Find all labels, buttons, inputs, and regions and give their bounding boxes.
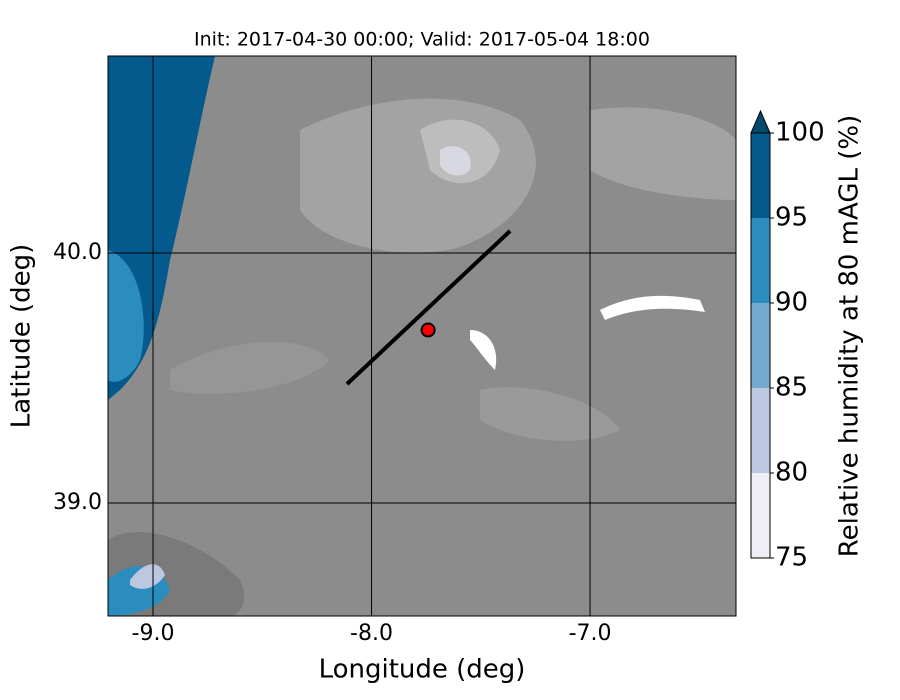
colorbar-tick-label: 75 [775, 543, 808, 573]
colorbar-tick-label: 95 [775, 203, 808, 233]
colorbar-segment [751, 473, 770, 558]
colorbar-segment [751, 303, 770, 388]
colorbar-tick-label: 90 [775, 288, 808, 318]
map-background [108, 56, 736, 616]
site-marker [420, 322, 436, 338]
colorbar-segment [751, 388, 770, 473]
colorbar-tick-label: 100 [775, 118, 825, 148]
colorbar-tick-label: 80 [775, 458, 808, 488]
y-axis-label: Latitude (deg) [7, 244, 37, 429]
x-tick-label: -7.0 [569, 621, 612, 646]
cross-section-line [345, 229, 512, 386]
colorbar-tick-label: 85 [775, 373, 808, 403]
x-axis-label: Longitude (deg) [319, 655, 526, 685]
y-tick-label: 40.0 [53, 240, 102, 265]
x-tick-label: -8.0 [350, 621, 393, 646]
colorbar-segment [751, 218, 770, 303]
plot-area [108, 56, 736, 616]
y-tick-label: 39.0 [53, 490, 102, 515]
chart-title: Init: 2017-04-30 00:00; Valid: 2017-05-0… [194, 29, 650, 51]
plot-frame [107, 55, 737, 617]
x-tick-label: -9.0 [132, 621, 175, 646]
colorbar-segment [751, 133, 770, 218]
colorbar-label: Relative humidity at 80 mAGL (%) [835, 115, 865, 557]
colorbar-extend [750, 109, 771, 134]
colorbar-frame [750, 132, 771, 559]
